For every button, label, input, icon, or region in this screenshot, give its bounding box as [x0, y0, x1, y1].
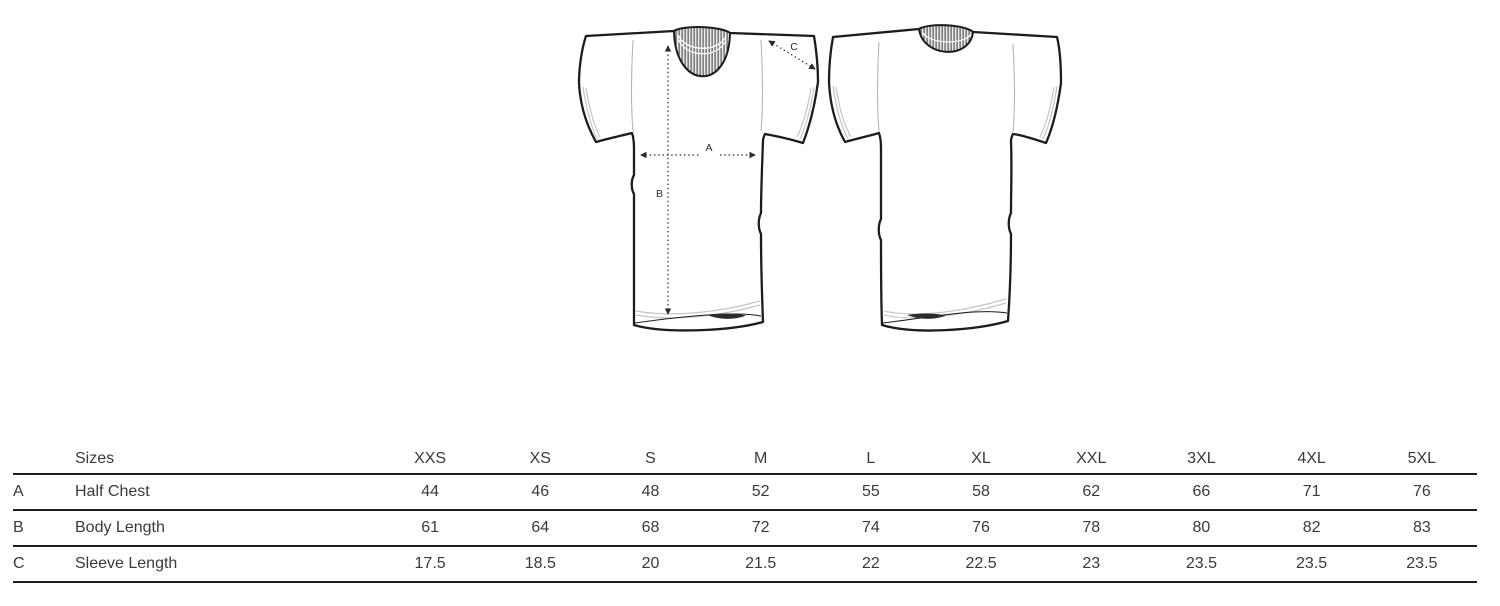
size-column-xxl: XXL [1076, 449, 1107, 467]
cell-value: 23.5 [1406, 555, 1438, 572]
size-column-3xl: 3XL [1187, 449, 1216, 467]
cell-value: 23.5 [1185, 555, 1217, 572]
front-hem-dark-patch [707, 313, 746, 319]
back-armhole-seam-right [1012, 43, 1016, 133]
front-hem-stitch-2 [635, 304, 761, 319]
cell-value: 82 [1302, 519, 1321, 536]
cell-value: 68 [641, 519, 660, 536]
front-shirt-outline [577, 26, 820, 332]
front-cuff-stitch-left-2 [585, 87, 601, 138]
cell-value: 83 [1412, 519, 1431, 536]
size-column-xl: XL [971, 449, 991, 467]
row-measure-name: Sleeve Length [75, 555, 178, 572]
size-table: Sizes XXS XS S M L XL XXL 3XL 4XL 5XL A … [13, 444, 1477, 583]
tshirt-back-diagram [827, 24, 1063, 332]
cell-value: 46 [531, 483, 550, 500]
cell-value: 20 [641, 555, 660, 572]
size-column-s: S [645, 449, 656, 467]
cell-value: 71 [1302, 483, 1321, 500]
size-column-l: L [866, 449, 876, 467]
front-hem-stitch [635, 300, 761, 315]
size-column-xs: XS [529, 449, 551, 467]
measure-line-c [768, 40, 816, 70]
table-row-half-chest: A Half Chest 44 46 48 52 55 58 62 66 71 … [13, 474, 1477, 510]
cell-value: 48 [641, 483, 660, 500]
cell-value: 22.5 [965, 555, 997, 572]
cell-value: 58 [972, 483, 990, 500]
tshirt-front-diagram: B A C [577, 26, 820, 332]
front-armhole-seam-right [760, 39, 764, 132]
front-cuff-stitch-left [582, 86, 598, 140]
size-column-4xl: 4XL [1297, 449, 1326, 467]
cell-value: 76 [1412, 483, 1431, 500]
back-cuff-stitch-right [1042, 85, 1058, 140]
front-armhole-seam-left [630, 39, 634, 132]
back-collar-rib [917, 24, 975, 53]
table-row-sleeve-length: C Sleeve Length 17.5 18.5 20 21.5 22 22.… [13, 546, 1477, 582]
row-measure-name: Body Length [75, 519, 165, 536]
cell-value: 44 [421, 483, 439, 500]
size-column-m: M [753, 449, 768, 467]
measure-label-a: A [705, 142, 712, 154]
cell-value: 72 [751, 519, 770, 536]
cell-value: 64 [531, 519, 550, 536]
size-column-xxs: XXS [414, 449, 447, 467]
header-corner-cell [13, 444, 75, 474]
header-sizes-label: Sizes [75, 449, 115, 467]
front-collar-seam-2 [677, 38, 727, 55]
cell-value: 74 [861, 519, 880, 536]
size-column-5xl: 5XL [1407, 449, 1437, 467]
cell-value: 66 [1192, 483, 1211, 500]
front-collar-seam [677, 34, 727, 49]
cell-value: 80 [1192, 519, 1211, 536]
cell-value: 61 [421, 519, 439, 536]
back-cuff-stitch-right-2 [1039, 86, 1055, 138]
measure-label-b: B [656, 188, 663, 200]
front-collar-rib [672, 26, 732, 78]
back-collar-seam [922, 32, 971, 43]
back-cuff-stitch-left [832, 85, 849, 140]
row-letter: C [13, 555, 25, 572]
cell-value: 52 [751, 483, 770, 500]
cell-value: 17.5 [414, 555, 446, 572]
measure-label-c: C [790, 41, 798, 53]
row-letter: A [13, 483, 24, 500]
back-armhole-seam-left [876, 41, 880, 133]
back-hem-fold-line [882, 311, 1008, 324]
cell-value: 23 [1082, 555, 1101, 572]
cell-value: 23.5 [1296, 555, 1328, 572]
front-cuff-stitch-right-2 [796, 87, 812, 138]
size-table-header-row: Sizes XXS XS S M L XL XXL 3XL 4XL 5XL [13, 444, 1477, 474]
cell-value: 76 [972, 519, 990, 536]
cell-value: 18.5 [524, 555, 556, 572]
back-hem-stitch-2 [883, 302, 1007, 319]
cell-value: 22 [861, 555, 880, 572]
cell-value: 78 [1082, 519, 1101, 536]
back-cuff-stitch-left-2 [835, 86, 852, 138]
table-row-body-length: B Body Length 61 64 68 72 74 76 78 80 82… [13, 510, 1477, 546]
back-shirt-outline [827, 24, 1063, 332]
row-measure-name: Half Chest [75, 483, 150, 500]
front-cuff-stitch-right [799, 86, 815, 140]
cell-value: 62 [1082, 483, 1101, 500]
row-letter: B [13, 519, 24, 536]
back-hem-dark-patch [907, 313, 946, 319]
cell-value: 55 [861, 483, 880, 500]
cell-value: 21.5 [745, 555, 777, 572]
back-hem-stitch [883, 298, 1007, 315]
